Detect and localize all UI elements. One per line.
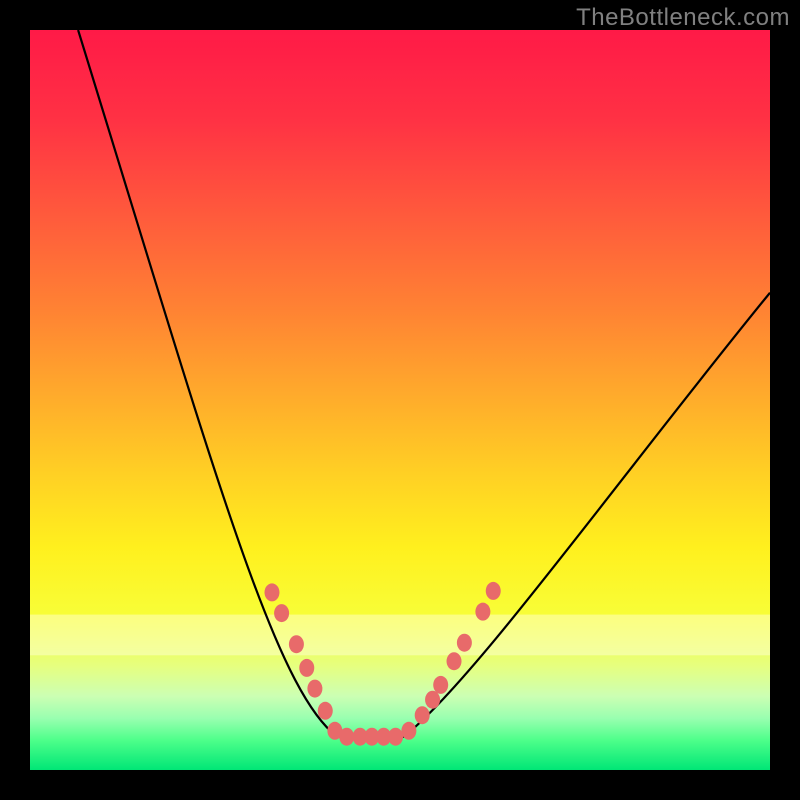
curve-marker xyxy=(433,676,448,694)
curve-marker xyxy=(401,722,416,740)
curve-marker xyxy=(264,583,279,601)
curve-marker xyxy=(425,691,440,709)
curve-marker xyxy=(486,582,501,600)
curve-marker xyxy=(388,728,403,746)
highlight-band xyxy=(30,615,770,656)
chart-stage: TheBottleneck.com xyxy=(0,0,800,800)
curve-marker xyxy=(299,659,314,677)
curve-marker xyxy=(447,652,462,670)
curve-marker xyxy=(289,635,304,653)
curve-marker xyxy=(274,604,289,622)
curve-marker xyxy=(457,634,472,652)
curve-marker xyxy=(475,603,490,621)
curve-marker xyxy=(339,728,354,746)
curve-marker xyxy=(415,706,430,724)
bottleneck-chart xyxy=(0,0,800,800)
curve-marker xyxy=(307,680,322,698)
plot-background xyxy=(30,30,770,770)
watermark-text: TheBottleneck.com xyxy=(576,4,790,32)
curve-marker xyxy=(318,702,333,720)
